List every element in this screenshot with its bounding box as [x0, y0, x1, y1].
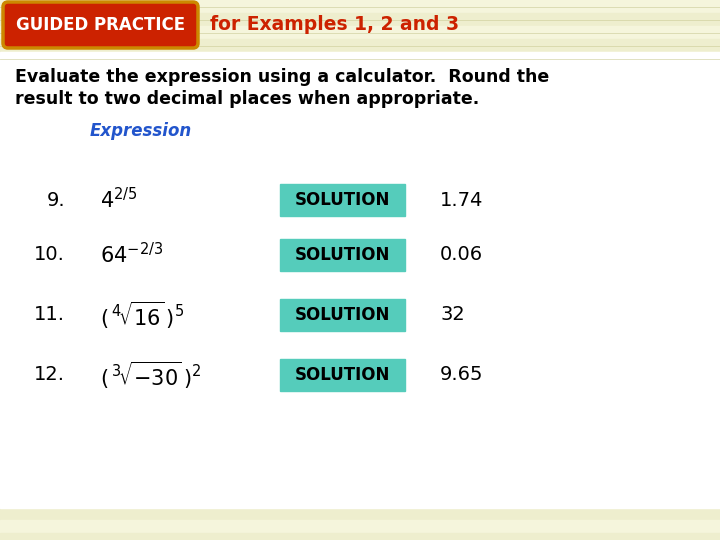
Bar: [0, 0, 720, 13]
Bar: [0, 39, 720, 52]
Bar: [0, 91, 720, 104]
Text: result to two decimal places when appropriate.: result to two decimal places when approp…: [15, 90, 480, 108]
Bar: [0, 325, 720, 338]
Bar: [0, 364, 720, 377]
Text: 10.: 10.: [34, 246, 65, 265]
Bar: [0, 286, 720, 299]
Bar: [0, 390, 720, 403]
Bar: [0, 195, 720, 208]
Text: SOLUTION: SOLUTION: [294, 306, 390, 324]
Bar: [0, 377, 720, 390]
Text: 12.: 12.: [34, 366, 65, 384]
Bar: [0, 455, 720, 468]
Bar: [0, 156, 720, 169]
Text: $(\,^{4}\!\sqrt{16}\,)^{5}$: $(\,^{4}\!\sqrt{16}\,)^{5}$: [100, 299, 184, 330]
Bar: [0, 429, 720, 442]
Text: $(\,^{3}\!\sqrt{-30}\,)^{2}$: $(\,^{3}\!\sqrt{-30}\,)^{2}$: [100, 360, 202, 390]
Text: SOLUTION: SOLUTION: [294, 191, 390, 209]
Bar: [280, 239, 405, 271]
Bar: [0, 416, 720, 429]
Bar: [0, 169, 720, 182]
Bar: [0, 104, 720, 117]
Text: Evaluate the expression using a calculator.  Round the: Evaluate the expression using a calculat…: [15, 68, 549, 86]
Bar: [0, 481, 720, 494]
Text: 32: 32: [440, 306, 464, 325]
Bar: [0, 507, 720, 520]
Bar: [0, 52, 720, 65]
Text: for Examples 1, 2 and 3: for Examples 1, 2 and 3: [210, 16, 459, 35]
Text: Expression: Expression: [90, 122, 192, 140]
Text: SOLUTION: SOLUTION: [294, 246, 390, 264]
Bar: [0, 26, 720, 39]
Bar: [0, 13, 720, 26]
Bar: [0, 338, 720, 351]
Bar: [0, 299, 720, 312]
Text: $64^{-2/3}$: $64^{-2/3}$: [100, 242, 163, 268]
Bar: [0, 533, 720, 540]
Bar: [0, 208, 720, 221]
Bar: [0, 182, 720, 195]
Bar: [0, 130, 720, 143]
Bar: [0, 351, 720, 364]
Bar: [0, 247, 720, 260]
Bar: [0, 143, 720, 156]
Text: $4^{2/5}$: $4^{2/5}$: [100, 187, 138, 213]
Bar: [0, 520, 720, 533]
Bar: [0, 117, 720, 130]
Bar: [0, 260, 720, 273]
Text: 9.: 9.: [46, 191, 65, 210]
Bar: [280, 299, 405, 331]
Bar: [280, 359, 405, 391]
Bar: [0, 234, 720, 247]
Text: 11.: 11.: [34, 306, 65, 325]
Bar: [0, 221, 720, 234]
Bar: [280, 184, 405, 216]
Bar: [0, 468, 720, 481]
Text: GUIDED PRACTICE: GUIDED PRACTICE: [16, 16, 185, 34]
Bar: [0, 78, 720, 91]
Bar: [0, 65, 720, 78]
Text: SOLUTION: SOLUTION: [294, 366, 390, 384]
Text: 1.74: 1.74: [440, 191, 483, 210]
Bar: [0, 403, 720, 416]
Bar: [0, 442, 720, 455]
Text: 9.65: 9.65: [440, 366, 484, 384]
Text: 0.06: 0.06: [440, 246, 483, 265]
Bar: [0, 312, 720, 325]
Bar: [0, 273, 720, 286]
Bar: [0, 52, 720, 508]
Bar: [0, 494, 720, 507]
FancyBboxPatch shape: [3, 2, 198, 48]
